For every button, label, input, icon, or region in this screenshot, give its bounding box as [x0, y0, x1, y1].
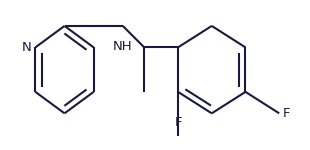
Text: N: N — [22, 41, 32, 54]
Text: F: F — [283, 107, 290, 120]
Text: F: F — [174, 116, 182, 129]
Text: NH: NH — [113, 40, 133, 53]
